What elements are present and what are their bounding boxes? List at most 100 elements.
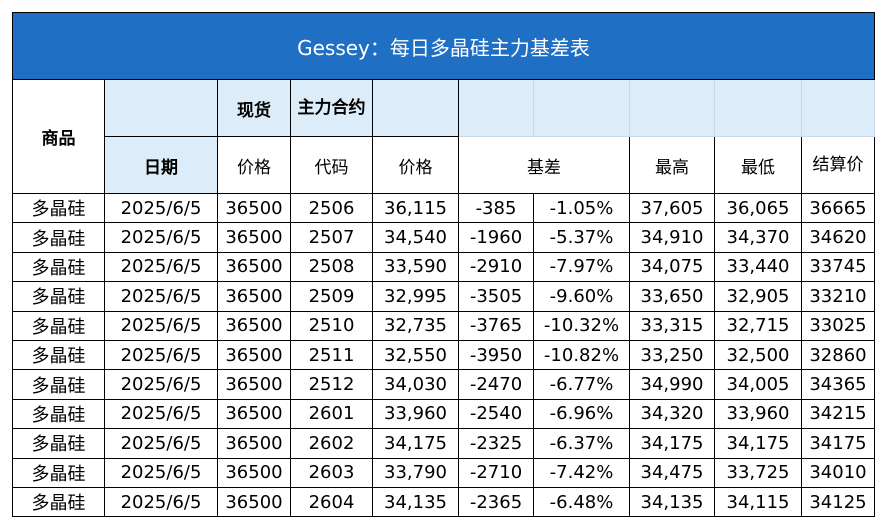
basis-pct-cell: -6.96% [533,398,630,430]
header-spot-price: 价格 [217,136,291,194]
spot-price-cell: 36500 [217,486,291,518]
header-spot: 现货 [217,79,291,137]
settle-cell: 34620 [801,222,875,253]
spot-price-cell: 36500 [217,457,291,488]
low-cell: 32,500 [714,339,802,371]
price-cell: 33,590 [372,251,459,283]
header-price: 价格 [372,136,459,194]
low-cell: 33,960 [714,398,802,430]
spot-price-cell: 36500 [217,428,291,459]
product-cell: 多晶硅 [12,398,105,430]
date-cell: 2025/6/5 [104,310,218,341]
high-cell: 33,250 [629,339,715,371]
product-cell: 多晶硅 [12,369,105,400]
basis-pct-cell: -6.48% [533,486,630,518]
spot-price-cell: 36500 [217,251,291,283]
high-cell: 34,910 [629,222,715,253]
high-cell: 33,650 [629,281,715,312]
high-cell: 34,475 [629,457,715,488]
spot-price-cell: 36500 [217,222,291,253]
contract-code-cell: 2510 [290,310,373,341]
low-cell: 34,370 [714,222,802,253]
table-row: 多晶硅 2025/6/5 36500 2603 33,790 -2710 -7.42% 34,… [12,457,875,488]
price-cell: 36,115 [372,192,459,224]
basis-cell: -385 [458,192,534,224]
table-row: 多晶硅 2025/6/5 36500 2509 32,995 -3505 -9.60% 33,… [12,281,875,312]
header-basis: 基差 [458,136,630,194]
low-cell: 34,115 [714,486,802,518]
header-empty-3 [458,79,534,137]
date-cell: 2025/6/5 [104,486,218,518]
product-cell: 多晶硅 [12,457,105,488]
contract-code-cell: 2601 [290,398,373,430]
contract-code-cell: 2507 [290,222,373,253]
high-cell: 34,320 [629,398,715,430]
low-cell: 32,905 [714,281,802,312]
spot-price-cell: 36500 [217,339,291,371]
product-cell: 多晶硅 [12,222,105,253]
basis-cell: -2540 [458,398,534,430]
low-cell: 34,005 [714,369,802,400]
basis-pct-cell: -6.77% [533,369,630,400]
price-cell: 32,995 [372,281,459,312]
price-cell: 32,550 [372,339,459,371]
product-cell: 多晶硅 [12,310,105,341]
basis-pct-cell: -10.82% [533,339,630,371]
table-row: 多晶硅 2025/6/5 36500 2510 32,735 -3765 -10.32% 33… [12,310,875,341]
table-row: 多晶硅 2025/6/5 36500 2507 34,540 -1960 -5.37% 34,… [12,222,875,253]
header-high: 最高 [629,136,715,194]
spot-price-cell: 36500 [217,281,291,312]
settle-cell: 34010 [801,457,875,488]
contract-code-cell: 2506 [290,192,373,224]
price-cell: 33,790 [372,457,459,488]
settle-cell: 34215 [801,398,875,430]
basis-cell: -3505 [458,281,534,312]
contract-code-cell: 2603 [290,457,373,488]
header-product: 商品 [12,79,105,194]
settle-cell: 33210 [801,281,875,312]
contract-code-cell: 2512 [290,369,373,400]
low-cell: 32,715 [714,310,802,341]
product-cell: 多晶硅 [12,281,105,312]
contract-code-cell: 2511 [290,339,373,371]
spot-price-cell: 36500 [217,192,291,224]
product-cell: 多晶硅 [12,192,105,224]
basis-cell: -3950 [458,339,534,371]
basis-cell: -2470 [458,369,534,400]
low-cell: 33,440 [714,251,802,283]
spot-price-cell: 36500 [217,369,291,400]
settle-cell: 34365 [801,369,875,400]
product-cell: 多晶硅 [12,339,105,371]
price-cell: 32,735 [372,310,459,341]
header-main-contract: 主力合约 [290,79,373,137]
price-cell: 33,960 [372,398,459,430]
date-cell: 2025/6/5 [104,398,218,430]
table-row: 多晶硅 2025/6/5 36500 2602 34,175 -2325 -6.37% 34,… [12,428,875,459]
price-cell: 34,175 [372,428,459,459]
table-row: 多晶硅 2025/6/5 36500 2604 34,135 -2365 -6.48% 34,… [12,486,875,518]
table-title: Gessey：每日多晶硅主力基差表 [12,12,875,80]
date-cell: 2025/6/5 [104,428,218,459]
basis-cell: -2365 [458,486,534,518]
settle-cell: 34125 [801,486,875,518]
high-cell: 33,315 [629,310,715,341]
basis-table-container: Gessey：每日多晶硅主力基差表 商品 现货 主力合约 日期 价格 代码 价格… [12,12,875,518]
date-cell: 2025/6/5 [104,192,218,224]
basis-cell: -2325 [458,428,534,459]
settle-cell: 34175 [801,428,875,459]
table-row: 多晶硅 2025/6/5 36500 2506 36,115 -385 -1.05% 37,6… [12,192,875,224]
date-cell: 2025/6/5 [104,369,218,400]
table-row: 多晶硅 2025/6/5 36500 2512 34,030 -2470 -6.77% 34,… [12,369,875,400]
price-cell: 34,135 [372,486,459,518]
high-cell: 34,990 [629,369,715,400]
contract-code-cell: 2602 [290,428,373,459]
high-cell: 34,135 [629,486,715,518]
price-cell: 34,540 [372,222,459,253]
product-cell: 多晶硅 [12,486,105,518]
low-cell: 33,725 [714,457,802,488]
header-date: 日期 [104,136,218,194]
header-empty-2 [372,79,459,137]
high-cell: 34,175 [629,428,715,459]
table-row: 多晶硅 2025/6/5 36500 2508 33,590 -2910 -7.97% 34,… [12,251,875,283]
basis-cell: -3765 [458,310,534,341]
